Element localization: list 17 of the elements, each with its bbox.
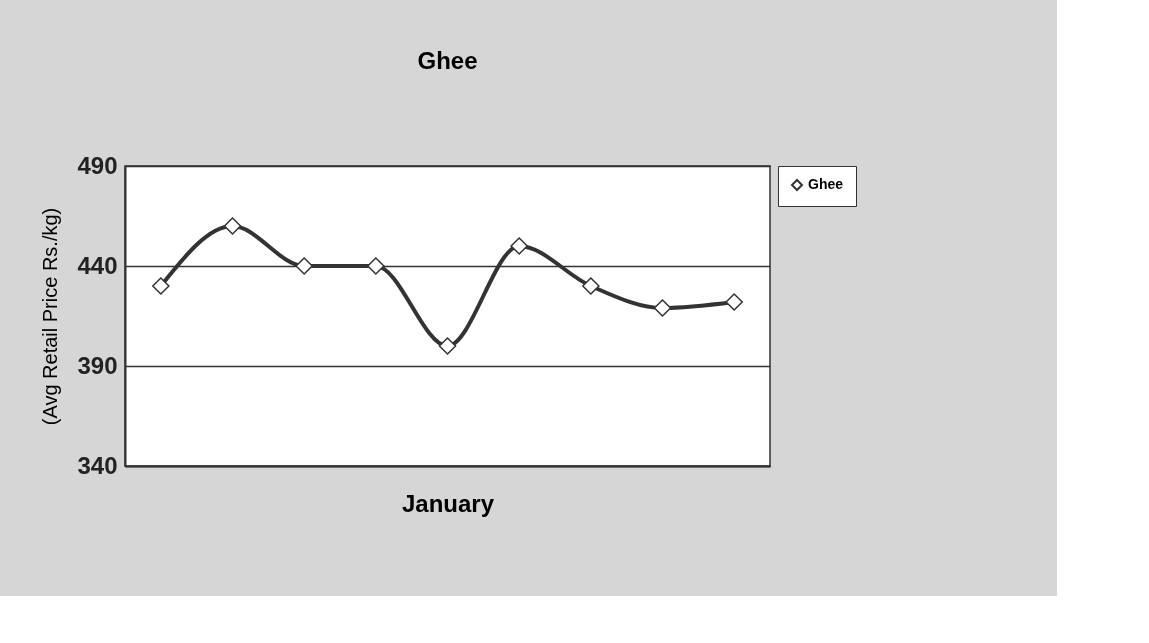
y-tick-label: 440 bbox=[77, 251, 118, 279]
chart-title: Ghee bbox=[417, 47, 478, 74]
point bbox=[582, 277, 600, 295]
y-axis-title: (Avg Retail Price Rs./kg) bbox=[39, 207, 62, 426]
point bbox=[367, 257, 385, 275]
point bbox=[223, 217, 242, 235]
legend-label: Ghee bbox=[808, 176, 844, 192]
point bbox=[510, 237, 528, 255]
point bbox=[152, 277, 170, 295]
point bbox=[295, 257, 313, 275]
y-tick-label: 340 bbox=[77, 451, 118, 479]
y-tick-label: 390 bbox=[77, 351, 118, 379]
point bbox=[438, 337, 457, 355]
y-tick-label: 490 bbox=[77, 151, 118, 179]
point bbox=[653, 299, 672, 317]
point bbox=[725, 293, 743, 311]
x-axis-title: January bbox=[401, 489, 495, 517]
